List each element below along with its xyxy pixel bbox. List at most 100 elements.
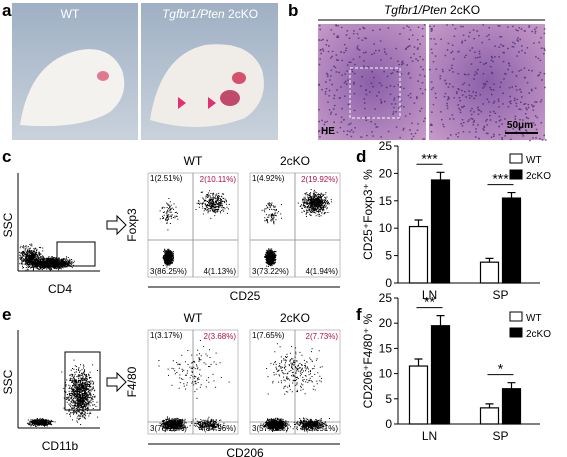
quadrant-label: 3(73.22%): [252, 267, 289, 276]
significance: **: [424, 294, 435, 310]
quadrant-label: 3(57.11%): [252, 424, 289, 433]
histology: [318, 24, 426, 140]
y-tick-label: 25: [379, 291, 393, 305]
gate: [64, 351, 101, 411]
quadrant-label: 2(7.73%): [306, 332, 339, 341]
legend-swatch: [509, 327, 523, 338]
events: [260, 343, 330, 432]
panel-label: d: [356, 147, 366, 166]
axis-label: F4/80: [125, 366, 139, 397]
axis-label: CD11b: [42, 439, 79, 453]
y-axis-label: CD206⁺F4/80⁺ %: [361, 313, 375, 408]
nuclei: [318, 24, 547, 142]
bar: [430, 325, 451, 425]
quadrant-label: 2(3.68%): [204, 332, 237, 341]
arrow: [106, 214, 127, 236]
error-bar: [414, 358, 423, 367]
panel-title: Tgfbr1/Pten 2cKO: [384, 3, 480, 17]
photo-label: Tgfbr1/Pten 2cKO: [162, 7, 258, 21]
y-tick-label: 0: [385, 276, 392, 290]
error-bar: [436, 171, 445, 180]
bar: [408, 365, 429, 425]
panel-label: f: [356, 305, 362, 324]
plot-title: WT: [184, 154, 203, 168]
panel-label: a: [2, 1, 12, 20]
quadrant-label: 1(7.65%): [252, 331, 285, 340]
y-tick-label: 20: [379, 316, 393, 330]
y-tick-label: 0: [385, 417, 392, 431]
significance: ***: [492, 171, 509, 187]
scale-label: 50μm: [507, 120, 533, 131]
legend-swatch: [509, 153, 523, 164]
axis-label: CD25: [230, 289, 261, 303]
events: [261, 189, 333, 267]
significance: *: [498, 361, 504, 377]
y-tick-label: 5: [385, 249, 392, 263]
bar: [430, 179, 451, 284]
y-tick-label: 10: [379, 221, 393, 235]
bar: [479, 261, 500, 284]
panel-label: e: [2, 305, 11, 324]
events: [27, 359, 99, 427]
x-tick-label: LN: [422, 288, 437, 302]
error-bar: [485, 257, 494, 263]
significance: ***: [421, 150, 438, 166]
legend-label: 2cKO: [526, 329, 551, 340]
error-bar: [485, 403, 494, 408]
arrowhead: [178, 97, 186, 109]
legend-swatch: [509, 169, 523, 180]
stain-label: HE: [321, 126, 335, 137]
legend-swatch: [509, 311, 523, 322]
plot-title: 2cKO: [280, 154, 310, 168]
arrow: [106, 371, 127, 393]
zoom-box: [349, 67, 401, 119]
panel-label: b: [288, 1, 298, 20]
events: [158, 340, 230, 433]
plot-title: WT: [184, 311, 203, 325]
arrowhead: [208, 97, 216, 109]
quadrant-label: 1(3.17%): [150, 331, 183, 340]
y-axis-label: CD25⁺Foxp3⁺ %: [361, 169, 375, 260]
bar: [501, 388, 522, 425]
axis-label: CD206: [226, 446, 264, 457]
quadrant-label: 4(1.13%): [204, 267, 237, 276]
legend-label: 2cKO: [526, 171, 551, 182]
eye: [97, 71, 109, 81]
y-tick-label: 15: [379, 194, 393, 208]
quadrant-label: 1(4.92%): [252, 174, 285, 183]
quadrant-label: 2(10.11%): [200, 175, 237, 184]
quadrant-label: 3(86.25%): [150, 267, 187, 276]
quadrant-label: 2(19.92%): [301, 175, 338, 184]
error-bar: [436, 315, 445, 326]
bar: [408, 225, 429, 284]
lesion: [220, 90, 240, 106]
quadrant-label: 4(14.96%): [199, 424, 236, 433]
bar: [501, 197, 522, 284]
x-tick-label: SP: [492, 288, 508, 302]
events: [159, 190, 230, 268]
panel-label: c: [2, 147, 11, 166]
legend-label: WT: [526, 313, 542, 324]
plot-title: 2cKO: [280, 311, 310, 325]
gate: [56, 241, 96, 267]
quadrant-label: 4(1.94%): [306, 267, 339, 276]
x-tick-label: SP: [492, 429, 508, 443]
quadrant-label: 3(78.19%): [150, 424, 187, 433]
error-bar: [414, 219, 423, 227]
axis-label: Foxp3: [125, 208, 139, 242]
error-bar: [507, 382, 516, 389]
axis-label: SSC: [1, 369, 15, 394]
nuclei: [318, 24, 547, 142]
y-tick-label: 5: [385, 392, 392, 406]
mouse: [20, 49, 125, 127]
bar: [479, 407, 500, 425]
axis-label: CD4: [48, 282, 72, 296]
quadrant-label: 4(27.51%): [301, 424, 338, 433]
error-bar: [507, 191, 516, 199]
axis-label: SSC: [1, 212, 15, 237]
y-tick-label: 15: [379, 341, 393, 355]
legend-label: WT: [526, 155, 542, 166]
quadrant-label: 1(2.51%): [150, 174, 183, 183]
y-tick-label: 25: [379, 139, 393, 153]
